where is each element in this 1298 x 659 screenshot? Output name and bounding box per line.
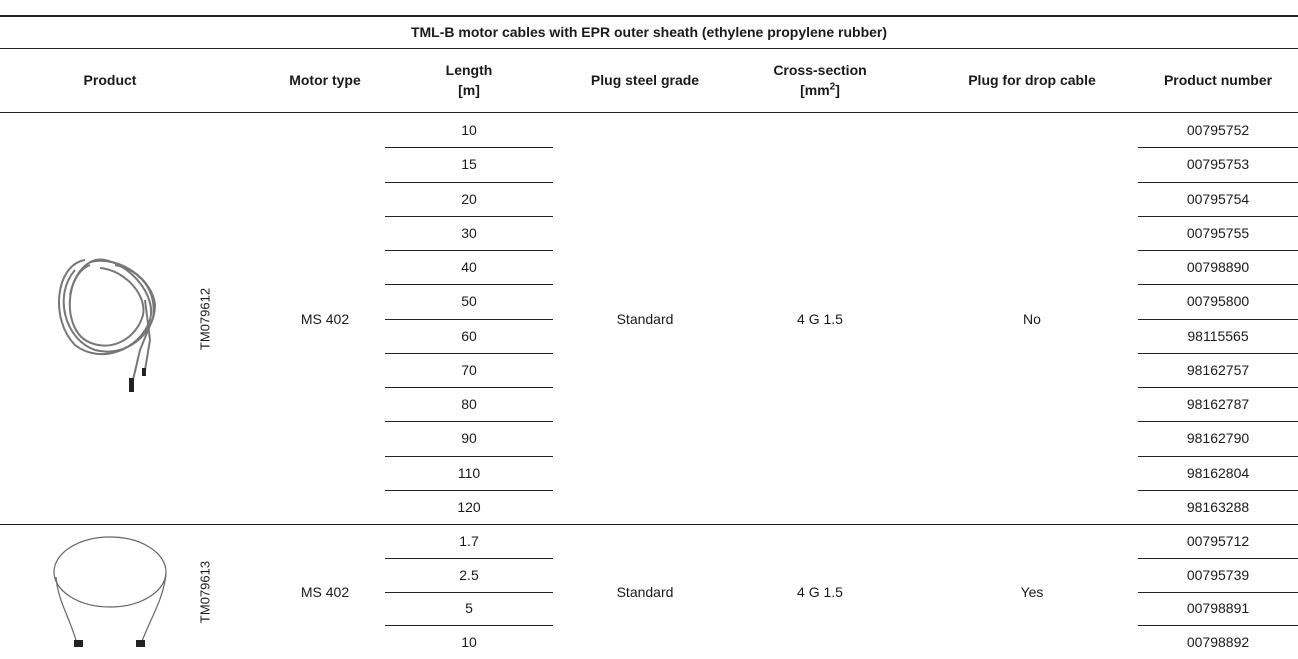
- rule: [1138, 181, 1298, 183]
- product-number: 98115565: [1187, 327, 1249, 344]
- rule: [0, 48, 1298, 49]
- length: 1.7: [459, 532, 479, 549]
- column-header: Plug steel grade: [591, 70, 699, 90]
- cross-section: 4 G 1.5: [797, 583, 843, 600]
- rule: [1138, 284, 1298, 286]
- rule: [1138, 387, 1298, 388]
- header-line: Product: [83, 72, 137, 88]
- header-line: Cross-section: [773, 62, 867, 78]
- rule: [1138, 147, 1298, 149]
- cross-section: 4 G 1.5: [797, 310, 843, 327]
- header-line: Plug for drop cable: [968, 72, 1096, 88]
- top-rule: [0, 15, 1298, 17]
- product-number: 00795739: [1186, 566, 1250, 583]
- product-number: 98163288: [1186, 498, 1250, 515]
- rule: [1138, 557, 1298, 559]
- product-number: 00795712: [1186, 532, 1250, 549]
- motor-type: MS 402: [300, 583, 350, 600]
- plug-for-drop-cable: Yes: [1020, 583, 1044, 600]
- rule: [385, 421, 553, 423]
- product-number: 00798890: [1186, 259, 1250, 276]
- rule: [1138, 489, 1298, 491]
- rule: [385, 455, 553, 457]
- cable-coil-image: [58, 258, 157, 392]
- rule: [1138, 591, 1298, 593]
- image-code: TM079612: [197, 287, 213, 350]
- header-line: [m]: [458, 82, 480, 98]
- header-unit: [mm2]: [773, 80, 866, 100]
- product-number: 00798892: [1186, 634, 1250, 651]
- column-header: Plug for drop cable: [968, 70, 1096, 90]
- cable-loop-image: [53, 536, 167, 648]
- motor-type: MS 402: [300, 310, 350, 327]
- rule: [385, 181, 553, 183]
- rule: [385, 625, 553, 627]
- length: 40: [461, 259, 477, 276]
- table-title: TML-B motor cables with EPR outer sheath…: [410, 24, 888, 40]
- length: 90: [461, 430, 477, 447]
- rule: [385, 591, 553, 593]
- length: 10: [461, 634, 477, 651]
- plug-steel-grade: Standard: [616, 583, 674, 600]
- rule: [1138, 250, 1298, 251]
- unit-part: 2: [829, 81, 836, 93]
- product-number: 00798891: [1186, 600, 1250, 617]
- length: 120: [457, 498, 481, 515]
- rule: [385, 215, 553, 217]
- rule: [385, 318, 553, 320]
- column-header: Product: [84, 70, 137, 90]
- rule: [1138, 352, 1298, 354]
- product-number: 98162804: [1186, 464, 1250, 481]
- product-number: 00795754: [1186, 190, 1250, 207]
- rule: [385, 284, 553, 286]
- rule: [385, 387, 553, 388]
- column-header: Length [m]: [446, 60, 493, 100]
- rule: [1138, 318, 1298, 320]
- product-number: 00795755: [1186, 224, 1250, 241]
- rule: [1138, 421, 1298, 423]
- image-code: TM079613: [197, 560, 213, 623]
- length: 110: [457, 464, 481, 481]
- rule: [385, 352, 553, 354]
- length: 2.5: [459, 566, 479, 583]
- rule: [385, 489, 553, 491]
- header-line: Plug steel grade: [590, 72, 700, 88]
- product-number: 00795800: [1186, 293, 1250, 310]
- length: 70: [461, 361, 477, 378]
- plug-steel-grade: Standard: [616, 310, 674, 327]
- unit-part: ]: [835, 82, 840, 98]
- product-number: 00795753: [1186, 156, 1250, 173]
- rule: [1138, 215, 1298, 217]
- product-number: 00795752: [1186, 122, 1250, 139]
- product-number: 98162790: [1186, 430, 1250, 447]
- rule: [1138, 455, 1298, 457]
- rule: [385, 250, 553, 251]
- rule: [385, 147, 553, 149]
- length: 5: [465, 600, 473, 617]
- column-header: Motor type: [289, 70, 361, 90]
- length: 80: [461, 396, 477, 413]
- header-line: Length: [445, 62, 493, 78]
- rule: [0, 524, 1298, 525]
- length: 60: [461, 327, 477, 344]
- length: 20: [461, 190, 477, 207]
- rule: [1138, 625, 1298, 627]
- rule: [385, 557, 553, 559]
- header-line: Motor type: [289, 72, 361, 88]
- length: 10: [461, 122, 477, 139]
- column-header: Product number: [1164, 70, 1272, 90]
- plug-for-drop-cable: No: [1023, 310, 1041, 327]
- header-line: Product number: [1163, 72, 1273, 88]
- length: 50: [461, 293, 477, 310]
- product-number: 98162787: [1186, 396, 1250, 413]
- length: 30: [461, 224, 477, 241]
- unit-part: [mm: [800, 82, 830, 98]
- product-number: 98162757: [1186, 361, 1250, 378]
- rule: [0, 112, 1298, 113]
- column-header: Cross-section [mm2]: [773, 60, 866, 100]
- length: 15: [461, 156, 477, 173]
